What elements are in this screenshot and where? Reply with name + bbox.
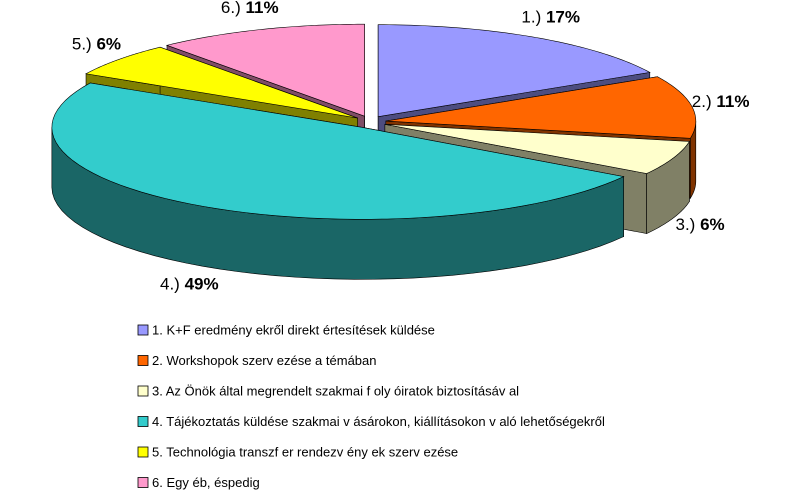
slice-label-value: 6% bbox=[96, 35, 121, 54]
slice-top bbox=[165, 23, 365, 117]
legend-label: 4. Tájékoztatás küldése szakmai v ásárok… bbox=[152, 414, 605, 429]
slice-label-value: 11% bbox=[716, 93, 749, 112]
legend-label: 1. K+F eredmény ekről direkt értesítések… bbox=[152, 322, 435, 337]
legend-label: 3. Az Önök által megrendelt szakmai f ol… bbox=[152, 383, 519, 398]
slice bbox=[51, 82, 625, 280]
slice-label-value: 49% bbox=[185, 275, 219, 294]
legend-swatch bbox=[137, 446, 149, 458]
slice-top bbox=[384, 123, 690, 174]
slice-label-prefix: 1.) bbox=[521, 8, 541, 27]
slice-label: 3.) 6% bbox=[675, 216, 724, 235]
legend-swatch bbox=[137, 477, 149, 488]
slice-label: 5.) 6% bbox=[72, 35, 121, 54]
slice-top bbox=[51, 82, 625, 220]
slice-label-value: 17% bbox=[546, 8, 580, 27]
slice-label: 1.) 17% bbox=[521, 8, 580, 27]
slice-label-prefix: 2.) bbox=[692, 93, 712, 112]
slice-label-value: 11% bbox=[245, 0, 278, 18]
slice-label-value: 6% bbox=[700, 216, 725, 235]
legend-label: 2. Workshopok szerv ezése a témában bbox=[152, 353, 377, 368]
slice-label-prefix: 5.) bbox=[72, 35, 92, 54]
slice-label-prefix: 4.) bbox=[160, 275, 180, 294]
slice-label: 6.) 11% bbox=[221, 0, 279, 18]
legend-label: 6. Egy éb, éspedig bbox=[152, 475, 260, 490]
slice-label: 4.) 49% bbox=[160, 275, 219, 294]
slice-label: 2.) 11% bbox=[692, 93, 750, 112]
legend-swatch bbox=[137, 416, 149, 427]
legend-swatch bbox=[137, 385, 149, 397]
slice-top bbox=[85, 46, 358, 119]
slice-top bbox=[385, 76, 697, 139]
slice-label-prefix: 6.) bbox=[221, 0, 241, 18]
legend-swatch bbox=[137, 355, 149, 366]
legend-swatch bbox=[137, 324, 149, 336]
legend-label: 5. Technológia transzf er rendezv ény ek… bbox=[152, 444, 458, 459]
slice-top bbox=[377, 24, 651, 118]
slice-label-prefix: 3.) bbox=[675, 216, 695, 235]
